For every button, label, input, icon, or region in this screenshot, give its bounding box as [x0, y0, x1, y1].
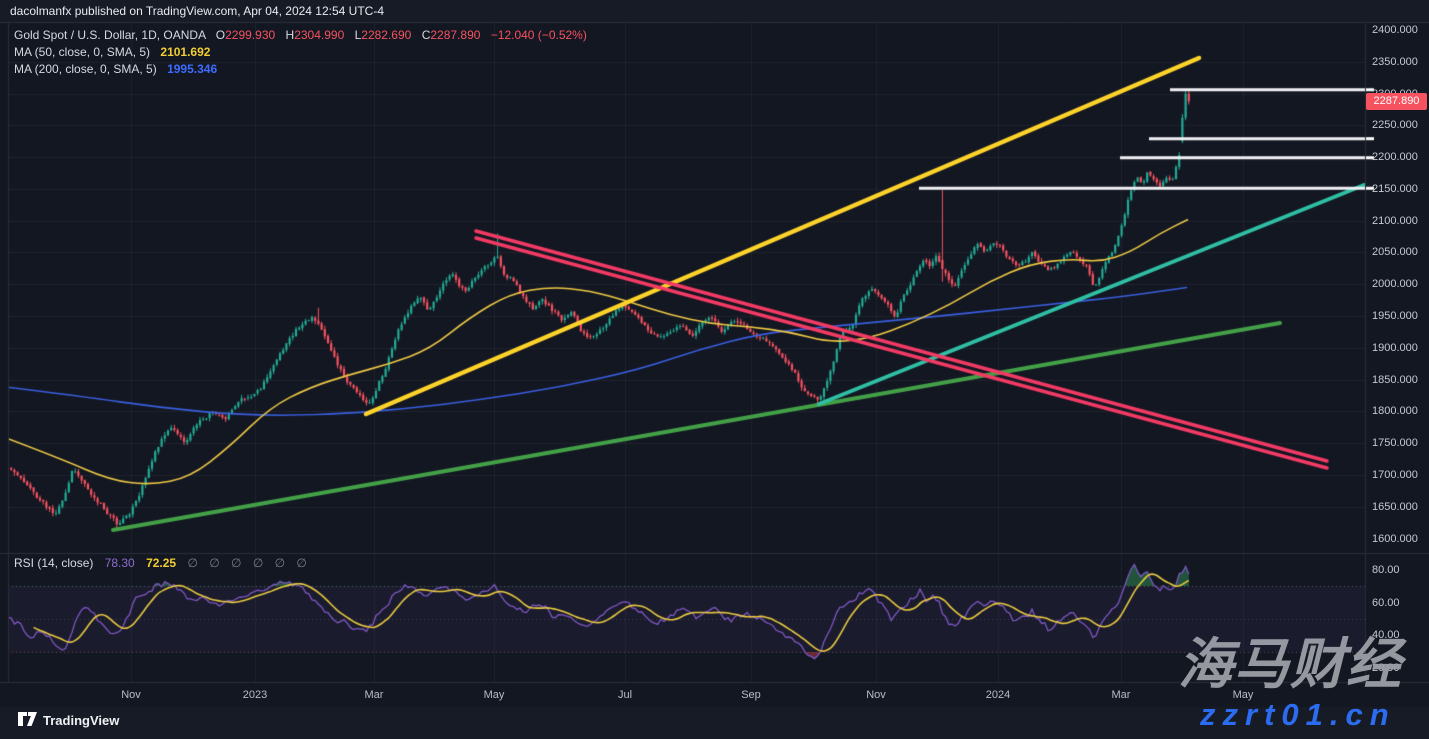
- watermark-cjk: 海马财经: [1178, 633, 1403, 695]
- ohlc-high-value: 2304.990: [294, 28, 345, 42]
- price-axis-label: 1950.000: [1372, 310, 1418, 323]
- price-axis-label: 1650.000: [1372, 500, 1418, 513]
- tradingview-logo-icon: [18, 712, 37, 729]
- price-axis-label: 1600.000: [1372, 532, 1418, 545]
- ohlc-high-label: H: [285, 28, 295, 42]
- legend-symbol-row[interactable]: Gold Spot / U.S. Dollar, 1D, OANDA O2299…: [14, 27, 587, 44]
- time-axis-label: 2024: [985, 689, 1011, 701]
- price-axis[interactable]: [1365, 23, 1429, 682]
- time-axis-label: Jul: [617, 689, 633, 701]
- tradingview-logo-text: TradingView: [43, 713, 120, 728]
- rsi-ma-value: 72.25: [146, 556, 177, 570]
- rsi-axis-label: 40.00: [1372, 629, 1400, 642]
- price-axis-label: 2000.000: [1372, 278, 1418, 291]
- time-axis-label: May: [483, 689, 505, 701]
- ohlc-open-label: O: [215, 28, 226, 42]
- time-axis-label: Nov: [121, 689, 141, 701]
- time-axis-label: 2023: [242, 689, 268, 701]
- price-axis-label: 1800.000: [1372, 405, 1418, 418]
- ohlc-open-value: 2299.930: [225, 28, 276, 42]
- price-axis-label: 2050.000: [1372, 246, 1418, 259]
- rsi-value: 78.30: [104, 556, 135, 570]
- rsi-legend-row[interactable]: RSI (14, close) 78.30 72.25 ∅ ∅ ∅ ∅ ∅ ∅: [14, 556, 311, 570]
- legend-ma50-row[interactable]: MA (50, close, 0, SMA, 5) 2101.692: [14, 44, 587, 61]
- change-value: −12.040 (−0.52%): [490, 28, 587, 42]
- ma50-label: MA (50, close, 0, SMA, 5): [14, 45, 151, 59]
- rsi-empty-values: ∅ ∅ ∅ ∅ ∅ ∅: [187, 556, 311, 570]
- price-axis-label: 2150.000: [1372, 182, 1418, 195]
- ohlc-low-value: 2282.690: [361, 28, 412, 42]
- time-axis-label: Nov: [866, 689, 886, 701]
- legend-ma200-row[interactable]: MA (200, close, 0, SMA, 5) 1995.346: [14, 61, 587, 78]
- ohlc-low-label: L: [354, 28, 362, 42]
- rsi-axis-label: 20.00: [1372, 662, 1400, 674]
- tradingview-logo[interactable]: TradingView: [18, 712, 119, 729]
- ma200-value: 1995.346: [167, 62, 218, 76]
- ohlc-close-label: C: [421, 28, 431, 42]
- price-axis-label: 2350.000: [1372, 55, 1418, 68]
- ma200-label: MA (200, close, 0, SMA, 5): [14, 62, 157, 76]
- ohlc-close-value: 2287.890: [430, 28, 481, 42]
- price-axis-label: 2400.000: [1372, 24, 1418, 36]
- price-axis-label: 2100.000: [1372, 214, 1418, 227]
- time-axis-label: May: [1232, 689, 1254, 701]
- time-axis-label: Sep: [741, 689, 761, 701]
- ma50-value: 2101.692: [160, 45, 211, 59]
- time-axis-label: Mar: [364, 689, 384, 701]
- price-axis-label: 1850.000: [1372, 373, 1418, 386]
- symbol-legend: Gold Spot / U.S. Dollar, 1D, OANDA O2299…: [14, 27, 587, 78]
- price-axis-label: 2200.000: [1372, 151, 1418, 164]
- attribution-bar: dacolmanfx published on TradingView.com,…: [10, 4, 385, 18]
- time-axis-label: Mar: [1111, 689, 1131, 701]
- rsi-axis-label: 60.00: [1372, 596, 1400, 609]
- watermark-url: zzrt01.cn: [1200, 697, 1396, 732]
- price-axis-label: 1900.000: [1372, 341, 1418, 354]
- price-axis-label: 1750.000: [1372, 437, 1418, 450]
- rsi-label: RSI (14, close): [14, 556, 94, 570]
- rsi-axis-label: 80.00: [1372, 564, 1400, 576]
- last-price-label: 2287.890: [1366, 92, 1427, 110]
- price-axis-label: 1700.000: [1372, 468, 1418, 481]
- price-axis-label: 2250.000: [1372, 119, 1418, 132]
- symbol-title: Gold Spot / U.S. Dollar, 1D, OANDA: [14, 28, 206, 42]
